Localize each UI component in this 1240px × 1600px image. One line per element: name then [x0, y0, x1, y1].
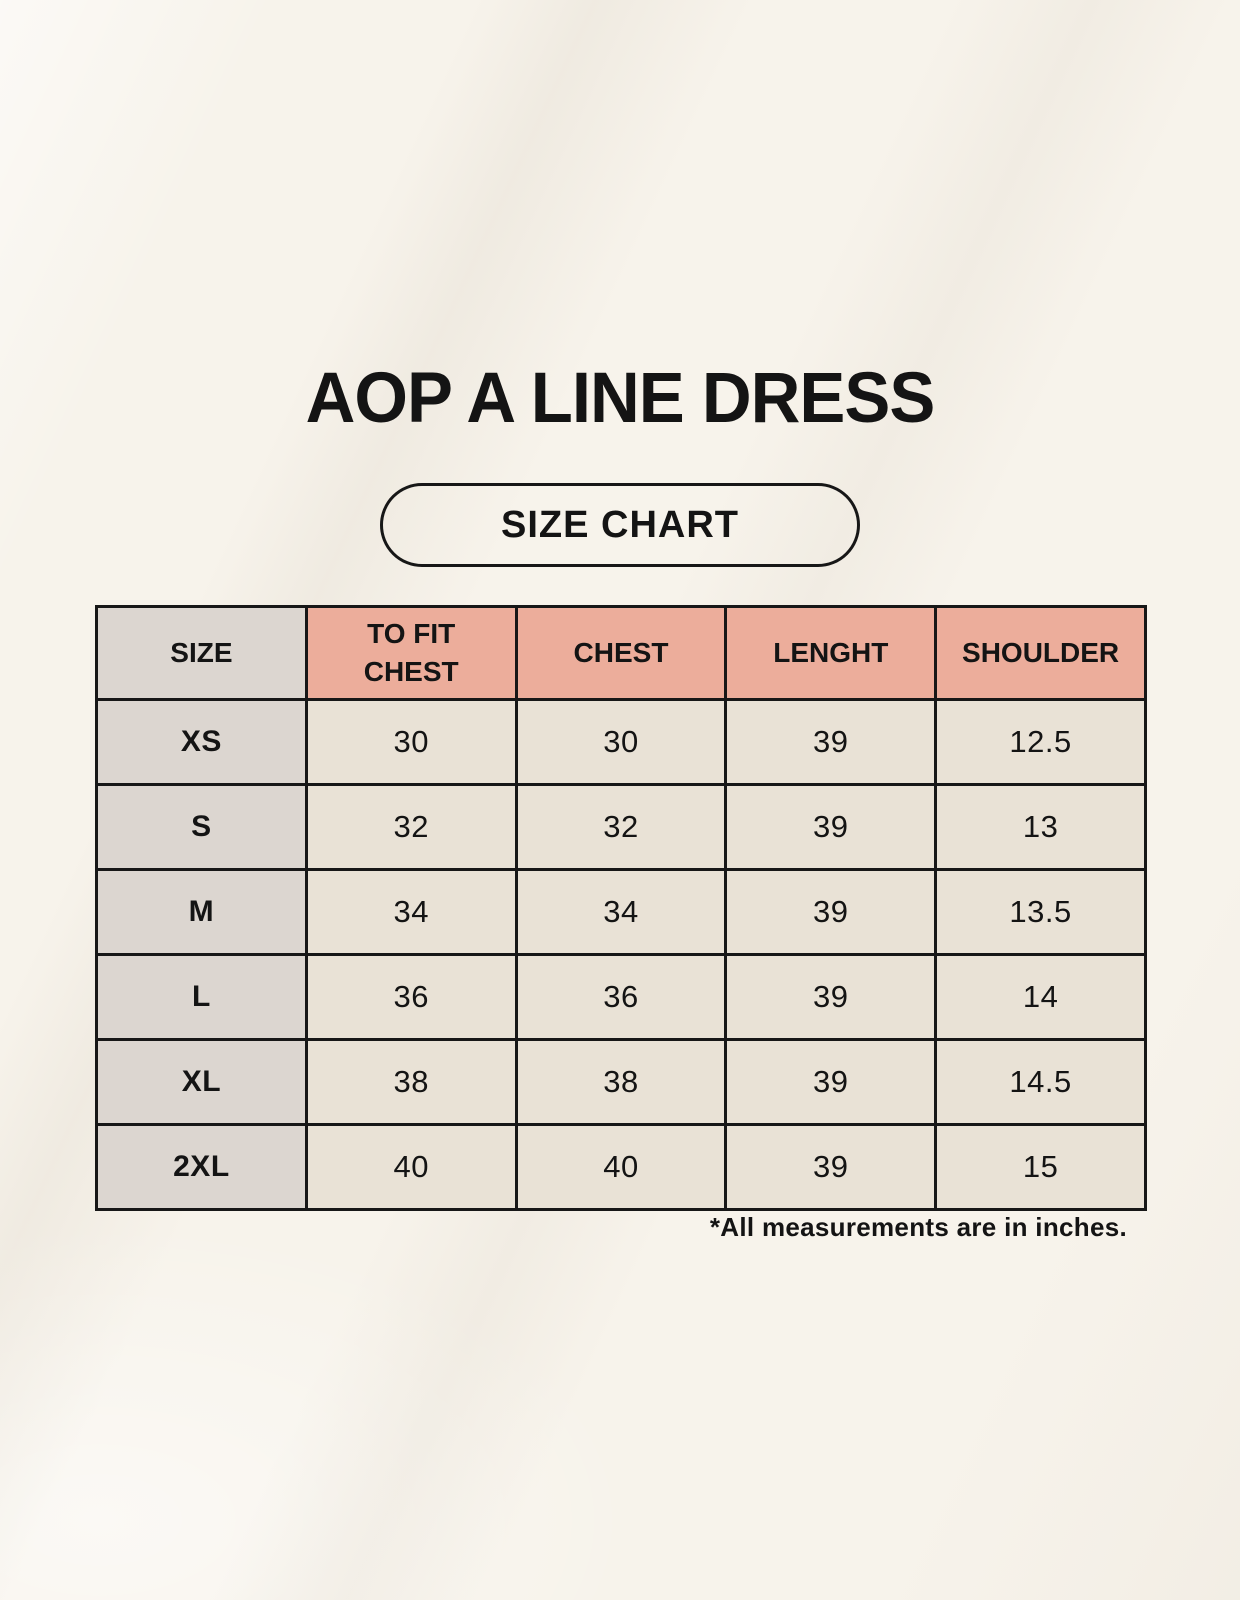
measurement-cell: 14.5: [934, 1038, 1147, 1126]
measurement-cell: 39: [724, 953, 938, 1041]
column-header: SHOULDER: [934, 605, 1147, 701]
measurement-cell: 15: [934, 1123, 1147, 1211]
row-label-size: L: [95, 953, 308, 1041]
page-title: AOP A LINE DRESS: [305, 359, 936, 438]
measurement-cell: 30: [514, 698, 728, 786]
table-header-row: SIZE TO FIT CHEST CHEST LENGHT SHOULDER: [95, 605, 1147, 701]
row-label-size: M: [95, 868, 308, 956]
measurement-cell: 36: [304, 953, 518, 1041]
measurement-cell: 39: [724, 698, 938, 786]
measurement-cell: 40: [514, 1123, 728, 1211]
size-chart-badge-label: SIZE CHART: [501, 503, 739, 546]
column-header: CHEST: [514, 605, 728, 701]
measurement-cell: 40: [304, 1123, 518, 1211]
table-body: XS 30 30 39 12.5 S 32 32 39 13 M 34 34 39 13.5 L 36 36 39 1…: [95, 698, 1147, 1211]
measurement-cell: 32: [514, 783, 728, 871]
column-header: TO FIT CHEST: [304, 605, 518, 701]
measurement-cell: 39: [724, 1038, 938, 1126]
measurement-cell: 13.5: [934, 868, 1147, 956]
measurement-cell: 13: [934, 783, 1147, 871]
measurement-cell: 34: [514, 868, 728, 956]
measurement-cell: 39: [724, 783, 938, 871]
row-label-size: XL: [95, 1038, 308, 1126]
measurement-cell: 38: [304, 1038, 518, 1126]
measurement-cell: 14: [934, 953, 1147, 1041]
column-header-size: SIZE: [95, 605, 308, 701]
table-row: XL 38 38 39 14.5: [95, 1038, 1147, 1126]
measurements-footnote: *All measurements are in inches.: [709, 1212, 1127, 1242]
measurement-cell: 38: [514, 1038, 728, 1126]
table-row: XS 30 30 39 12.5: [95, 698, 1147, 786]
measurement-cell: 34: [304, 868, 518, 956]
table-row: S 32 32 39 13: [95, 783, 1147, 871]
row-label-size: 2XL: [95, 1123, 308, 1211]
measurement-cell: 12.5: [934, 698, 1147, 786]
table-row: 2XL 40 40 39 15: [95, 1123, 1147, 1211]
measurement-cell: 30: [304, 698, 518, 786]
table-row: M 34 34 39 13.5: [95, 868, 1147, 956]
size-chart-badge: SIZE CHART: [380, 483, 860, 567]
measurement-cell: 32: [304, 783, 518, 871]
measurement-cell: 39: [724, 868, 938, 956]
table-row: L 36 36 39 14: [95, 953, 1147, 1041]
column-header: LENGHT: [724, 605, 938, 701]
row-label-size: XS: [95, 698, 308, 786]
size-chart-table: SIZE TO FIT CHEST CHEST LENGHT SHOULDER XS 30…: [95, 605, 1147, 1211]
row-label-size: S: [95, 783, 308, 871]
measurement-cell: 36: [514, 953, 728, 1041]
table-header: SIZE TO FIT CHEST CHEST LENGHT SHOULDER: [95, 605, 1147, 701]
measurement-cell: 39: [724, 1123, 938, 1211]
